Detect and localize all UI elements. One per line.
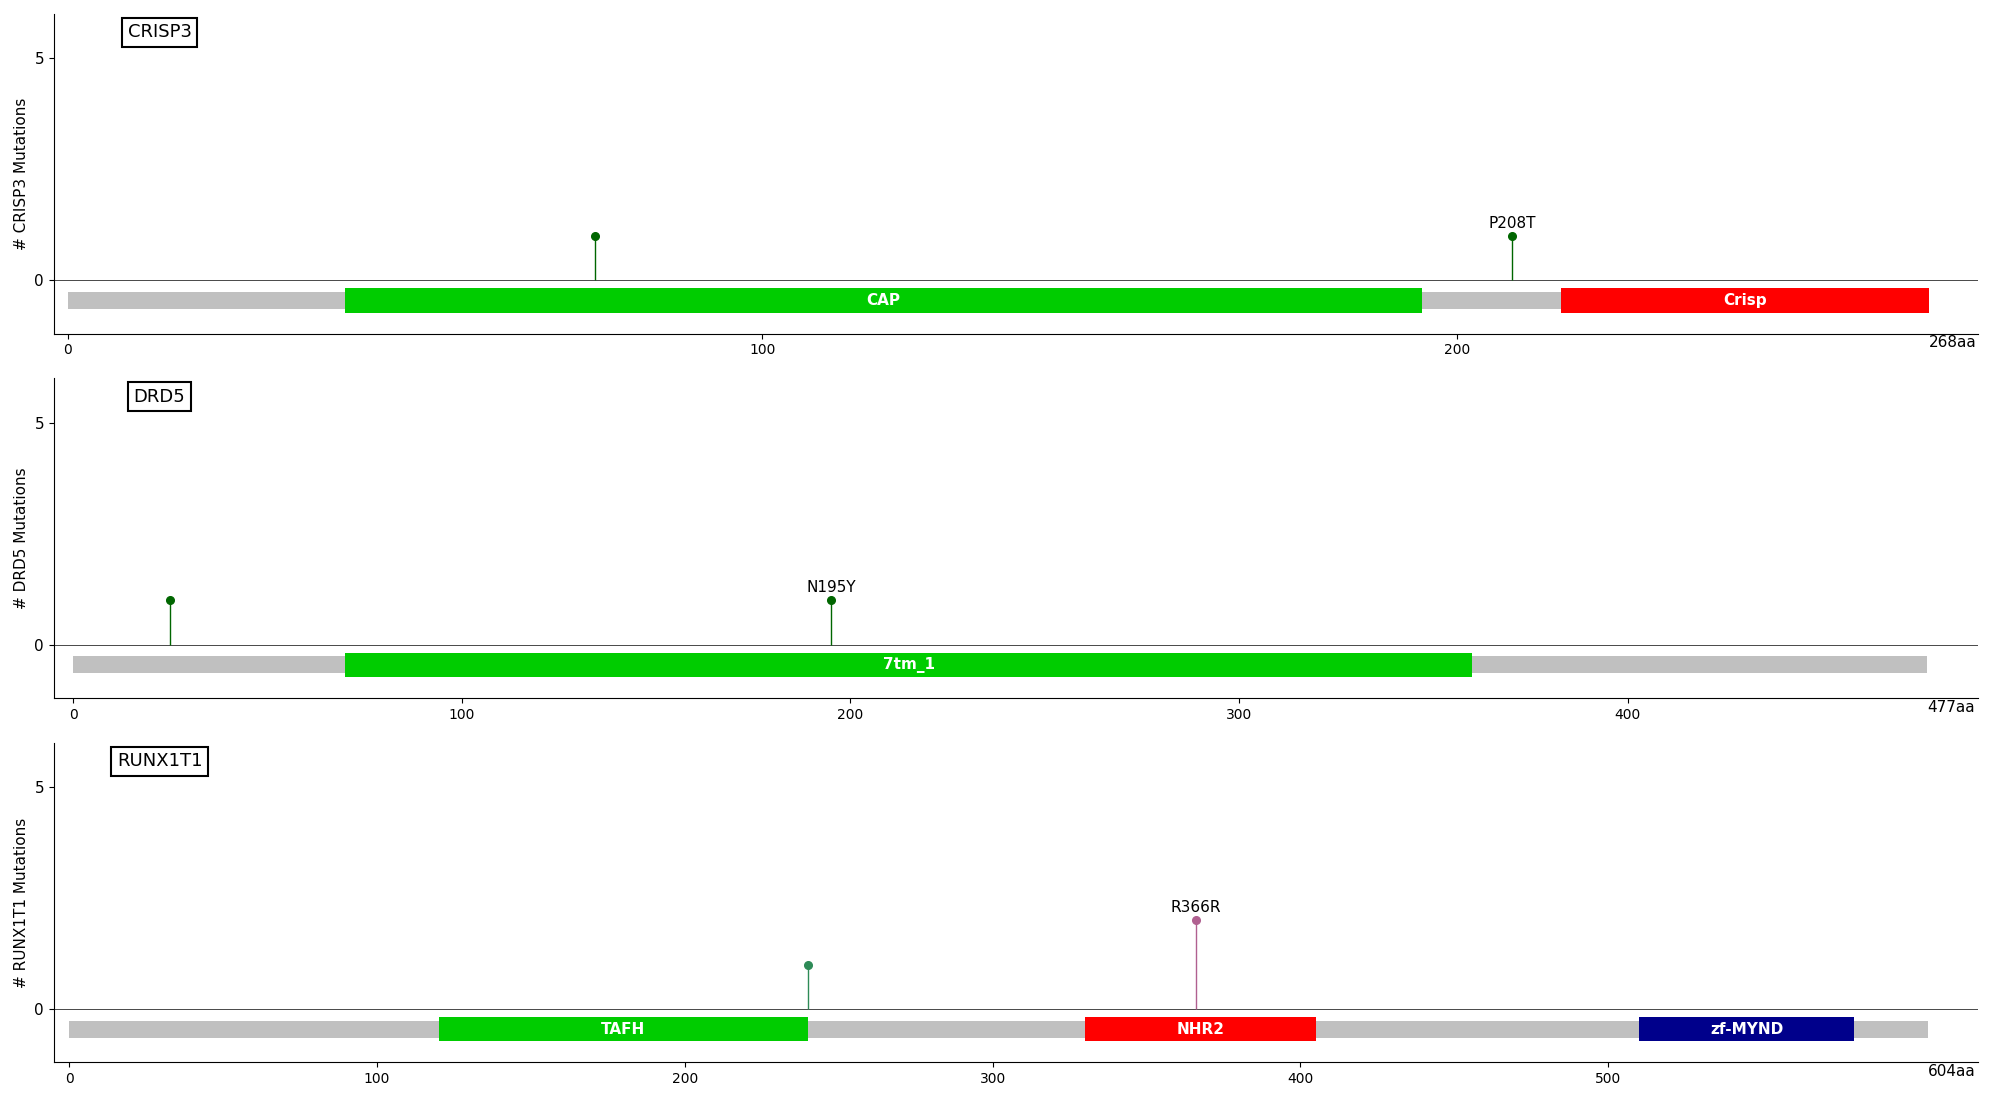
- Text: CAP: CAP: [866, 293, 900, 308]
- Text: CRISP3: CRISP3: [128, 23, 192, 42]
- Text: zf-MYND: zf-MYND: [1710, 1022, 1784, 1036]
- Text: 604aa: 604aa: [1928, 1064, 1976, 1079]
- Text: NHR2: NHR2: [1176, 1022, 1224, 1036]
- Bar: [346, 288, 1422, 312]
- Bar: [1638, 1016, 1854, 1042]
- Bar: [1084, 1016, 1316, 1042]
- Text: 7tm_1: 7tm_1: [882, 657, 934, 673]
- Text: RUNX1T1: RUNX1T1: [116, 752, 202, 770]
- Bar: [438, 1016, 808, 1042]
- Y-axis label: # DRD5 Mutations: # DRD5 Mutations: [14, 468, 28, 609]
- Text: R366R: R366R: [1170, 900, 1220, 915]
- Bar: [68, 292, 1928, 309]
- Bar: [74, 657, 1928, 673]
- Text: DRD5: DRD5: [134, 388, 186, 406]
- Bar: [346, 652, 1472, 676]
- Bar: [1560, 288, 1928, 312]
- Y-axis label: # CRISP3 Mutations: # CRISP3 Mutations: [14, 98, 28, 250]
- Text: Crisp: Crisp: [1724, 293, 1766, 308]
- Text: N195Y: N195Y: [806, 580, 856, 595]
- Text: P208T: P208T: [1488, 216, 1536, 231]
- Text: 477aa: 477aa: [1928, 700, 1974, 715]
- Bar: [70, 1021, 1928, 1037]
- Text: TAFH: TAFH: [602, 1022, 646, 1036]
- Y-axis label: # RUNX1T1 Mutations: # RUNX1T1 Mutations: [14, 817, 28, 988]
- Text: 268aa: 268aa: [1928, 336, 1976, 351]
